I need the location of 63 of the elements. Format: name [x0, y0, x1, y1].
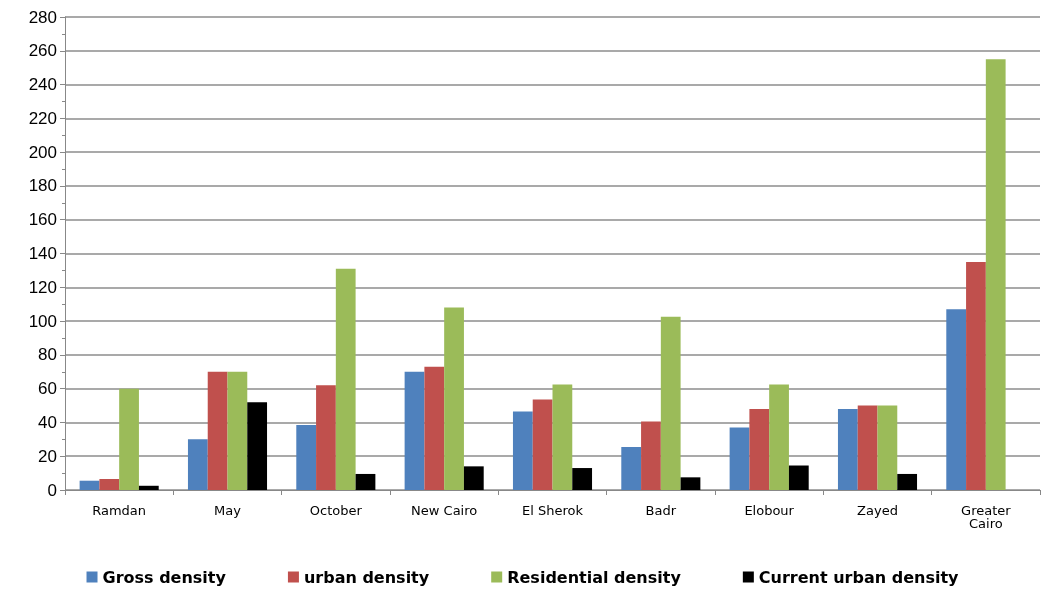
x-tick-label: El Sherok: [522, 503, 584, 518]
x-tick-label: Zayed: [857, 503, 898, 518]
bar: [572, 468, 593, 490]
bar: [99, 479, 120, 490]
bar: [296, 424, 317, 490]
x-tick-label: Greater Cairo: [961, 503, 1012, 531]
y-tick-label: 0: [47, 480, 57, 500]
bar: [335, 268, 356, 490]
bar: [621, 446, 642, 490]
bar: [857, 405, 878, 490]
bar: [444, 307, 464, 490]
legend-label: Residential density: [507, 567, 682, 587]
bar: [119, 388, 139, 490]
bar: [355, 473, 376, 490]
bar: [877, 405, 898, 490]
bar: [463, 466, 484, 490]
y-tick-label: 240: [28, 75, 57, 95]
bar: [985, 59, 1006, 490]
y-tick-label: 100: [28, 311, 57, 331]
bar: [660, 316, 681, 490]
bar: [966, 261, 986, 490]
bar: [897, 473, 918, 490]
bar: [788, 465, 809, 490]
x-tick-label: New Cairo: [411, 503, 478, 518]
legend-label: urban density: [303, 567, 430, 587]
y-tick-label: 200: [28, 142, 57, 162]
x-tick-label: Ramdan: [92, 503, 147, 518]
bar: [946, 309, 967, 490]
y-tick-label: 160: [28, 210, 57, 230]
bar: [512, 411, 533, 490]
x-tick-label: Elobour: [744, 503, 795, 518]
bar: [769, 384, 789, 490]
bar: [404, 371, 425, 490]
bar: [641, 421, 661, 490]
bar: [749, 408, 770, 490]
x-tick-label: October: [309, 503, 363, 518]
bar: [79, 480, 100, 490]
y-tick-label: 60: [38, 379, 57, 399]
y-tick-label: 180: [28, 176, 57, 196]
y-tick-label: 140: [28, 244, 57, 263]
y-tick-label: 40: [38, 412, 57, 432]
legend-label: Current urban density: [758, 567, 960, 587]
bar: [680, 477, 701, 490]
bar: [207, 371, 228, 490]
bar: [138, 485, 159, 490]
y-tick-label: 220: [28, 108, 57, 128]
bar: [247, 402, 268, 490]
legend-label: Gross density: [102, 567, 227, 587]
bar: [729, 427, 750, 490]
y-tick-label: 20: [38, 446, 57, 466]
bar: [187, 439, 208, 490]
bar: [316, 385, 336, 490]
y-tick-label: 260: [28, 41, 57, 61]
bar: [227, 371, 248, 490]
bar: [532, 399, 553, 490]
y-tick-label: 280: [28, 7, 57, 27]
x-tick-label: May: [214, 503, 242, 518]
y-tick-label: 120: [28, 277, 57, 297]
bar: [552, 384, 573, 490]
bar: [424, 366, 445, 490]
bar: [837, 408, 858, 490]
y-tick-label: 80: [38, 345, 57, 365]
x-tick-label: Badr: [645, 503, 677, 518]
